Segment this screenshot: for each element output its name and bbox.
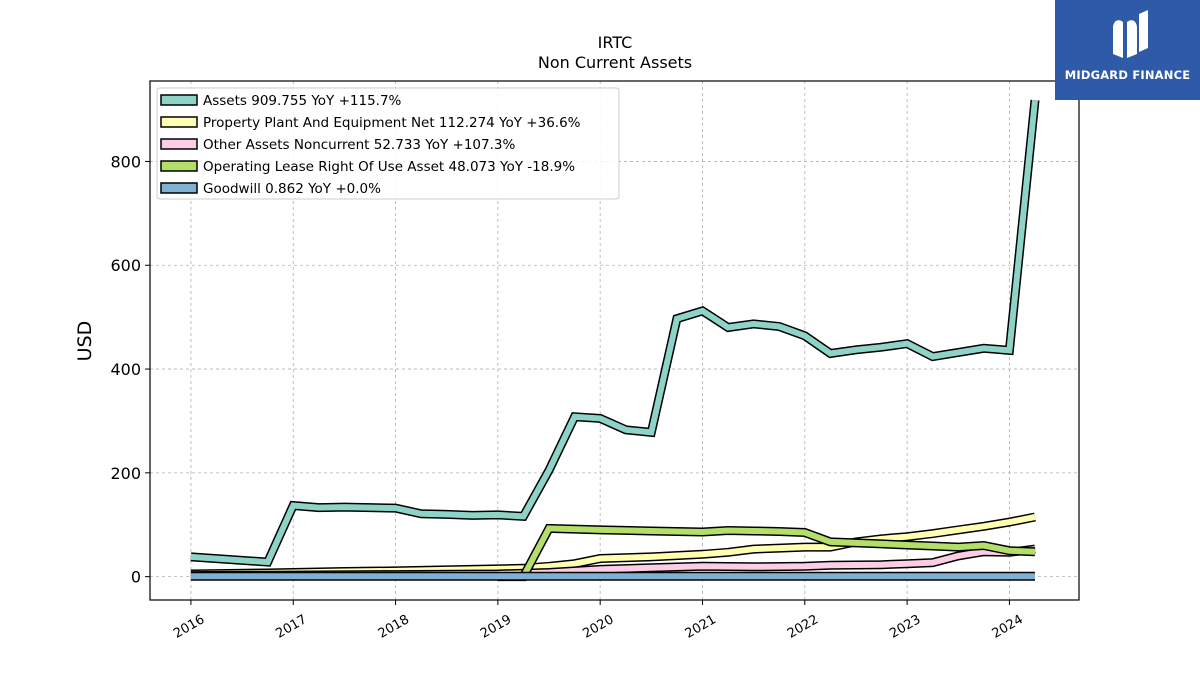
x-tick-label: 2020 bbox=[580, 612, 616, 642]
y-tick-label: 400 bbox=[110, 360, 141, 379]
legend-entry: Property Plant And Equipment Net 112.274… bbox=[203, 115, 581, 131]
legend-entry: Other Assets Noncurrent 52.733 YoY +107.… bbox=[203, 137, 515, 153]
y-tick-label: 0 bbox=[131, 568, 141, 587]
legend-swatch bbox=[160, 138, 198, 150]
x-tick-label: 2016 bbox=[171, 612, 207, 642]
series-line bbox=[497, 525, 1036, 580]
legend-entry: Assets 909.755 YoY +115.7% bbox=[203, 93, 402, 109]
x-tick-label: 2023 bbox=[887, 612, 923, 642]
x-tick-label: 2022 bbox=[785, 612, 821, 642]
x-tick-label: 2019 bbox=[478, 612, 514, 642]
legend-box bbox=[156, 87, 620, 200]
legend-entry: Goodwill 0.862 YoY +0.0% bbox=[203, 181, 381, 197]
x-tick-label: 2021 bbox=[683, 612, 719, 642]
legend-swatch bbox=[160, 182, 198, 194]
series-layer bbox=[190, 99, 1040, 582]
legend-swatch bbox=[160, 94, 198, 106]
y-tick-label: 800 bbox=[110, 152, 141, 171]
legend-entry: Operating Lease Right Of Use Asset 48.07… bbox=[203, 159, 575, 175]
x-tick-label: 2017 bbox=[273, 612, 309, 642]
logo-icon bbox=[1113, 10, 1148, 58]
x-tick-label: 2024 bbox=[990, 612, 1026, 642]
x-tick-label: 2018 bbox=[376, 612, 412, 642]
series-line bbox=[190, 99, 1038, 566]
logo-text: MIDGARD FINANCE bbox=[1064, 68, 1191, 82]
legend-swatch bbox=[160, 160, 198, 172]
legend-swatch bbox=[160, 116, 198, 128]
legend: Assets 909.755 YoY +115.7% Property Plant… bbox=[156, 87, 620, 200]
chart-subtitle: Non Current Assets bbox=[537, 53, 693, 72]
grid-layer bbox=[150, 81, 1079, 600]
plot-frame bbox=[149, 80, 1080, 601]
y-tick-label: 200 bbox=[110, 464, 141, 483]
midgard-finance-logo: MIDGARD FINANCE bbox=[1055, 0, 1200, 100]
y-tick-label: 600 bbox=[110, 256, 141, 275]
chart-title: IRTC bbox=[597, 33, 633, 52]
